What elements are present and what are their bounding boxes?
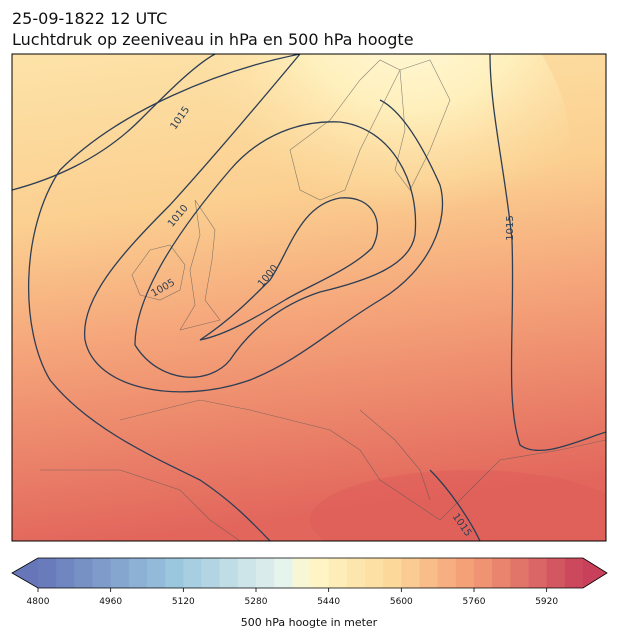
map-frame — [11, 53, 607, 542]
isobars — [12, 54, 606, 541]
colorbar-swatch — [92, 558, 112, 588]
colorbar-label: 500 hPa hoogte in meter — [241, 616, 378, 629]
isobar — [83, 54, 444, 393]
colorbar-swatch — [38, 558, 57, 588]
isobar — [199, 197, 379, 341]
isobar — [489, 54, 606, 451]
colorbar-swatch — [237, 558, 257, 588]
colorbar-tick-label: 5440 — [317, 597, 340, 607]
colorbar-swatch — [147, 558, 166, 588]
isobar — [429, 469, 481, 541]
colorbar-swatch — [401, 558, 420, 588]
colorbar-tick-label: 4960 — [99, 597, 122, 607]
colorbar-extend-high — [583, 558, 607, 588]
colorbar-swatch — [365, 558, 384, 588]
colorbar-swatch — [346, 558, 366, 588]
trough — [310, 470, 606, 541]
colorbar-swatch — [110, 558, 130, 588]
colorbar-swatch — [274, 558, 293, 588]
colorbar-swatch — [492, 558, 511, 588]
colorbar-tick-label: 5920 — [535, 597, 558, 607]
colorbar-tick-label: 5280 — [245, 597, 268, 607]
colorbar-swatch — [292, 558, 311, 588]
colorbar-swatch — [437, 558, 457, 588]
colorbar: 4800 4960 5120 5280 5440 5600 5760 5920 — [11, 557, 608, 607]
colorbar-swatch — [310, 558, 330, 588]
colorbar-swatch — [165, 558, 184, 588]
isobar-label: 1015 — [505, 215, 516, 240]
colorbar-tick-label: 5120 — [172, 597, 195, 607]
isobar — [134, 121, 417, 378]
colorbar-swatch — [455, 558, 475, 588]
colorbar-swatch — [256, 558, 275, 588]
colorbar-tick-label: 4800 — [27, 597, 50, 607]
coastlines — [40, 59, 606, 541]
isobar — [12, 54, 216, 191]
isobar — [28, 54, 301, 541]
colorbar-swatch — [564, 558, 584, 588]
colorbar-swatch — [474, 558, 493, 588]
colorbar-swatch — [383, 558, 402, 588]
colorbar-swatch — [328, 558, 348, 588]
colorbar-swatch — [219, 558, 239, 588]
colorbar-swatch — [528, 558, 548, 588]
subtitle: Luchtdruk op zeeniveau in hPa en 500 hPa… — [12, 30, 414, 49]
colorbar-swatch — [201, 558, 221, 588]
colorbar-swatch — [510, 558, 529, 588]
ridge — [150, 54, 570, 340]
colorbar-swatch — [56, 558, 75, 588]
title: 25-09-1822 12 UTC — [12, 9, 167, 28]
colorbar-outline — [11, 557, 608, 589]
colorbar-swatch — [183, 558, 202, 588]
colorbar-swatch — [128, 558, 148, 588]
colorbar-extend-low — [12, 558, 38, 588]
colorbar-swatch — [74, 558, 93, 588]
colorbar-tick-label: 5600 — [390, 597, 413, 607]
colorbar-tick-label: 5760 — [463, 597, 486, 607]
colorbar-swatch — [419, 558, 439, 588]
colorbar-swatch — [546, 558, 566, 588]
